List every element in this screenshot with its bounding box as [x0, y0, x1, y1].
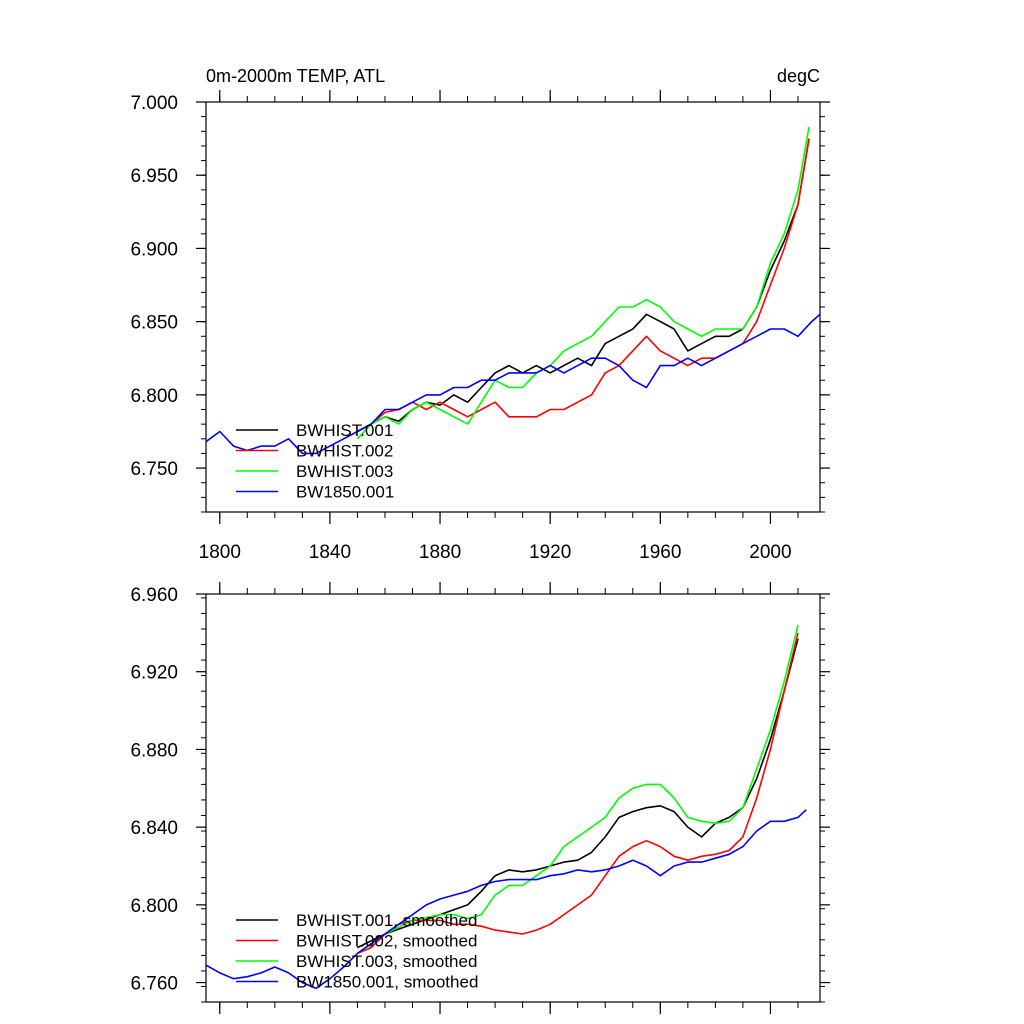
legend-label-0: BWHIST.001, smoothed	[296, 911, 477, 930]
x-tick-label: 1960	[639, 542, 681, 563]
legend-label-1: BWHIST.002, smoothed	[296, 932, 477, 951]
top-panel-title: 0m-2000m TEMP, ATL	[206, 66, 385, 86]
legend-label-2: BWHIST.003	[296, 462, 393, 481]
series-line-1	[357, 632, 799, 955]
bottom-panel-series	[205, 624, 807, 990]
y-tick-label: 6.800	[130, 896, 178, 917]
series-line-0	[357, 638, 799, 949]
bottom-panel-legend: BWHIST.001, smoothed BWHIST.002, smoothed…	[236, 911, 478, 992]
y-tick-label: 6.800	[130, 386, 178, 407]
legend-label-3: BW1850.001, smoothed	[296, 973, 478, 992]
y-tick-label: 6.750	[130, 459, 178, 480]
top-panel-series	[205, 126, 821, 455]
x-tick-label: 1840	[309, 542, 351, 563]
y-tick-label: 6.920	[130, 663, 178, 684]
bottom-panel: 6.760 6.800 6.840 6.880 6.920 6.960 BWHIST.00…	[130, 582, 830, 1014]
bottom-panel-ticks: 6.760 6.800 6.840 6.880 6.920 6.960	[130, 582, 830, 1014]
legend-label-0: BWHIST.001	[296, 421, 393, 440]
series-line-3	[205, 313, 821, 455]
x-tick-label: 2000	[749, 542, 791, 563]
y-tick-label: 6.950	[130, 166, 178, 187]
series-line-2	[356, 126, 810, 440]
legend-label-1: BWHIST.002	[296, 442, 393, 461]
x-tick-label: 1880	[419, 542, 461, 563]
bottom-plot-frame	[205, 593, 821, 1003]
y-tick-label: 6.840	[130, 818, 178, 839]
y-tick-label: 7.000	[130, 93, 178, 114]
y-tick-label: 6.850	[130, 313, 178, 334]
series-line-2	[356, 624, 799, 955]
top-panel: 0m-2000m TEMP, ATL degC 6.7506.8006.8506…	[130, 66, 830, 563]
series-line-0	[357, 138, 810, 433]
series-line-1	[357, 138, 810, 433]
top-panel-ticks: 6.750 6.800 6.850 6.900 6.950 7.000 1800 1840 18…	[130, 90, 830, 563]
y-tick-label: 6.760	[130, 974, 178, 995]
y-tick-label: 6.900	[130, 239, 178, 260]
y-tick-label: 6.960	[130, 585, 178, 606]
series-line-3	[205, 809, 807, 990]
y-tick-label: 6.880	[130, 740, 178, 761]
legend-label-3: BW1850.001	[296, 483, 394, 502]
x-tick-label: 1920	[529, 542, 571, 563]
x-tick-label: 1800	[199, 542, 241, 563]
top-panel-units: degC	[777, 66, 820, 86]
legend-label-2: BWHIST.003, smoothed	[296, 952, 477, 971]
